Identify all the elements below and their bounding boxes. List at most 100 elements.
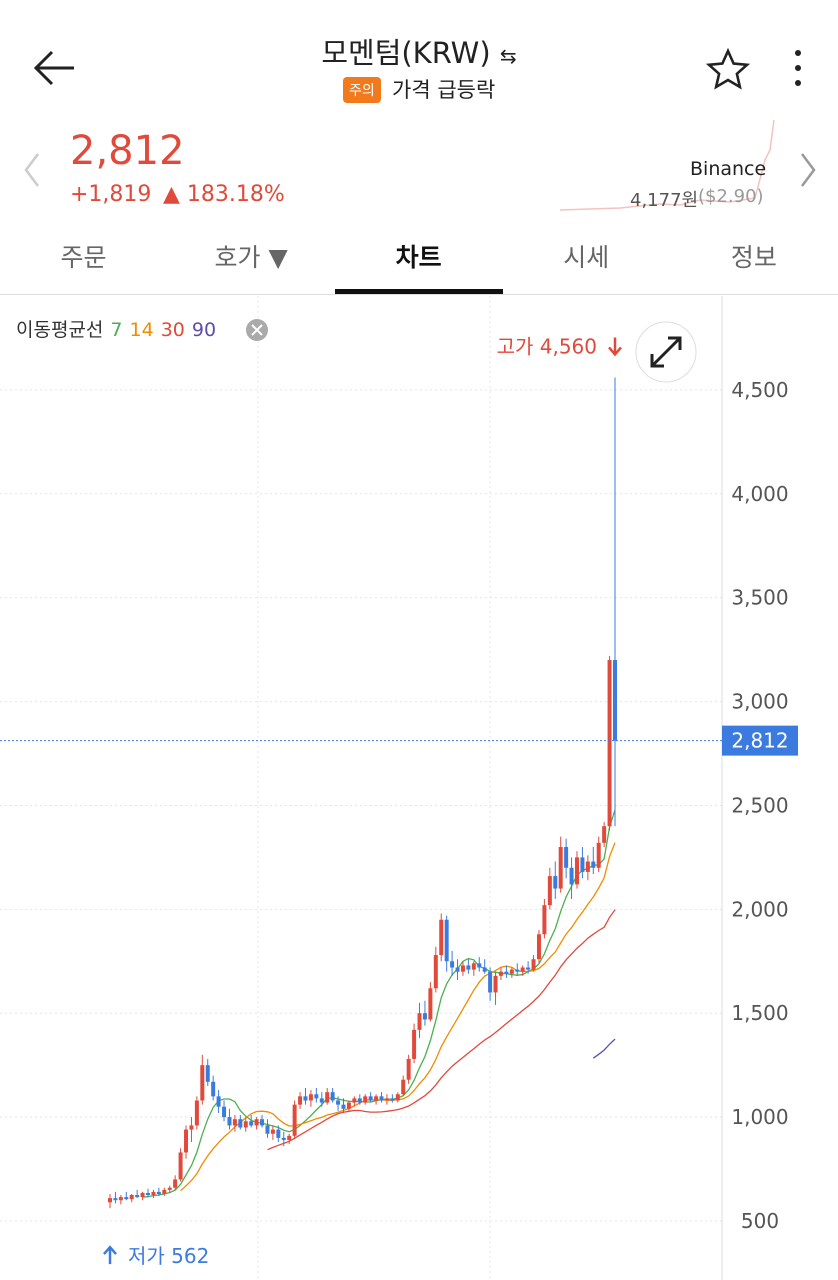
prev-button[interactable] (20, 150, 44, 190)
candle-body (118, 1197, 123, 1201)
candle-body (222, 1106, 227, 1118)
candle-body (211, 1081, 216, 1097)
candle-body (422, 1013, 427, 1020)
candle-body (184, 1129, 189, 1153)
candle-body (281, 1137, 286, 1140)
legend-title: 이동평균선 (16, 319, 103, 341)
expand-button[interactable] (635, 321, 697, 383)
legend-close-icon (251, 324, 263, 336)
candle-body (287, 1135, 292, 1140)
candle-body (542, 905, 547, 935)
y-tick-label: 3,500 (731, 586, 788, 610)
candle-body (526, 967, 531, 970)
back-button[interactable] (30, 48, 78, 88)
candle-body (509, 969, 514, 974)
candle-body (308, 1094, 313, 1101)
candle-body (276, 1129, 281, 1138)
legend-item: 14 (130, 319, 154, 341)
candle-body (292, 1104, 297, 1136)
low-arrow (103, 1245, 117, 1265)
exchange-price: 4,177원 (630, 190, 699, 211)
candle-body (238, 1119, 243, 1128)
candle-body (194, 1100, 199, 1126)
high-arrow (608, 337, 622, 357)
exchange-usd: ($2.90) (698, 186, 764, 207)
candle-body (412, 1029, 417, 1059)
candle-body (406, 1058, 411, 1080)
candle-body (613, 660, 617, 741)
candle-body (536, 934, 541, 960)
tab[interactable]: 차트 (395, 243, 442, 272)
candle-body (547, 876, 552, 906)
price-change: +1,819 (70, 182, 152, 207)
candle-body (135, 1195, 140, 1198)
candle-body (363, 1096, 368, 1103)
candle-body (216, 1096, 221, 1107)
high-label: 고가 4,560 (497, 334, 597, 358)
candle-body (113, 1198, 118, 1201)
candle-body (314, 1094, 319, 1099)
badge-text: 가격 급등락 (392, 78, 496, 102)
candle-body (471, 963, 476, 970)
candle-body (515, 969, 520, 972)
candle-body (417, 1013, 422, 1030)
favorite-button[interactable] (706, 48, 750, 90)
next-button[interactable] (796, 150, 820, 190)
candle-body (444, 919, 449, 962)
moving-average-line (267, 909, 616, 1151)
legend-item: 7 (110, 319, 122, 341)
candle-body (189, 1125, 194, 1130)
candle-body (569, 867, 574, 885)
candle-body (151, 1191, 156, 1196)
change-rate: ▲ 183.18% (163, 182, 285, 207)
tab[interactable]: 정보 (730, 243, 777, 272)
candle-body (384, 1098, 389, 1101)
y-tick-label: 4,500 (731, 378, 788, 402)
candle-body (352, 1098, 357, 1103)
menu-button[interactable] (790, 48, 806, 88)
y-tick-label: 3,000 (731, 690, 788, 714)
tab[interactable]: 시세 (563, 243, 610, 272)
candle-body (553, 876, 558, 889)
candle-body (156, 1191, 161, 1194)
candle-body (146, 1192, 151, 1196)
candle-body (232, 1119, 237, 1126)
y-tick-label: 1,500 (731, 1001, 788, 1025)
candle-body (265, 1125, 270, 1134)
candle-body (129, 1195, 134, 1200)
candle-body (167, 1187, 172, 1190)
candle-body (200, 1065, 205, 1101)
candle-body (455, 967, 460, 972)
y-tick-label: 2,500 (731, 793, 788, 817)
current-price-label: 2,812 (731, 729, 788, 753)
candle-body (493, 975, 498, 993)
candle-body (336, 1100, 341, 1105)
low-label: 저가 562 (128, 1244, 209, 1268)
candle-body (140, 1192, 145, 1198)
candle-body (602, 826, 607, 843)
y-tick-label: 2,000 (731, 897, 788, 921)
candle-body (520, 967, 525, 972)
candle-body (260, 1119, 265, 1126)
candle-body (591, 861, 596, 868)
current-price: 2,812 (70, 128, 185, 174)
chart: 이동평균선 7 14 30 90 500 1,000 1,500 2,000 2,500 3,000… (0, 296, 798, 1280)
candle-body (564, 847, 569, 868)
candle-body (395, 1094, 400, 1101)
tab[interactable]: 주문 (60, 243, 107, 272)
candle-body (574, 857, 579, 885)
candle-body (178, 1152, 183, 1180)
candle-body (108, 1198, 112, 1203)
sparkline (560, 120, 775, 211)
candle-body (368, 1096, 373, 1101)
moving-average-line (142, 809, 616, 1198)
legend-item: 30 (161, 319, 185, 341)
candle-body (488, 971, 493, 993)
tab[interactable]: 호가 ▼ (214, 243, 288, 272)
candle-body (439, 919, 444, 956)
candle-body (450, 961, 455, 968)
y-tick-label: 1,000 (731, 1105, 788, 1129)
candle-body (585, 861, 590, 872)
warning-badge: 주의 (343, 77, 381, 103)
